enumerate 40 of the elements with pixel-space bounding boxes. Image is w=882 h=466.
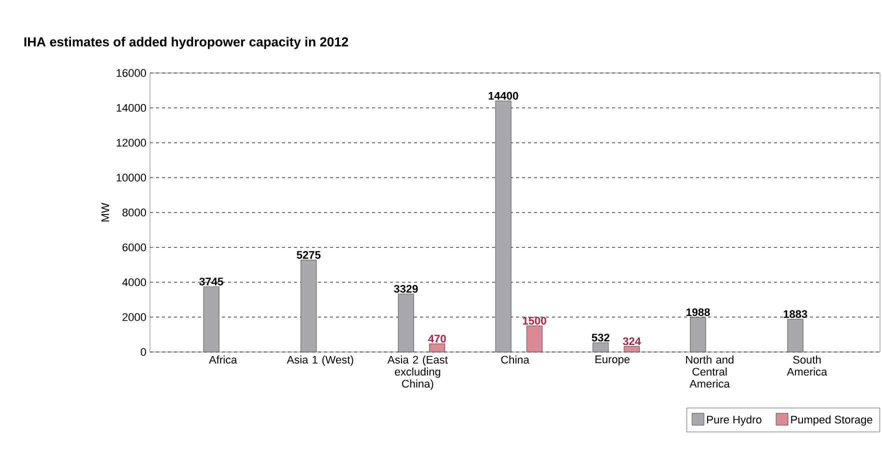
bar [429, 344, 446, 352]
data-label: 3745 [199, 278, 224, 286]
x-tick-label: Europe [596, 356, 630, 366]
bar [398, 294, 414, 352]
x-tick-label: Africa [208, 356, 238, 364]
bar [787, 318, 804, 352]
x-tick-label: Asia 1 (West) [286, 356, 354, 366]
x-tick-label: China [501, 356, 530, 364]
data-label: 470 [428, 334, 446, 343]
y-tick-label: 2000 [122, 313, 146, 322]
bar [624, 346, 640, 352]
bar [526, 326, 542, 352]
data-label: 1883 [784, 310, 808, 318]
data-label: 324 [622, 337, 641, 346]
y-tick-label: 8000 [122, 208, 146, 216]
data-label: 532 [592, 334, 610, 342]
x-tick-label: Asia 2 (East excluding China) [387, 356, 448, 390]
data-label: 14400 [488, 92, 518, 100]
bar [592, 342, 609, 352]
y-tick-label: 4000 [122, 278, 146, 286]
bar [495, 100, 512, 352]
y-tick-label: 14000 [116, 104, 146, 112]
data-label: 3329 [394, 284, 418, 293]
y-axis-title: MW [101, 202, 110, 222]
legend-label: Pumped Storage [791, 415, 872, 426]
chart-title: IHA estimates of added hydropower capacity in 2012 [24, 36, 348, 50]
data-label: 1500 [522, 316, 546, 325]
data-label: 1988 [686, 308, 710, 316]
data-label: 5275 [296, 251, 321, 259]
y-tick-label: 12000 [116, 138, 146, 147]
legend-label: Pure Hydro [707, 415, 762, 426]
y-tick-label: 6000 [122, 243, 146, 252]
y-tick-label: 16000 [116, 69, 146, 77]
y-tick-label: 10000 [116, 174, 146, 182]
bar [203, 286, 220, 352]
bar [690, 317, 706, 352]
x-tick-label: South America [786, 356, 828, 376]
y-tick-label: 0 [140, 348, 146, 356]
bar [300, 260, 317, 352]
x-tick-label: North and Central America [686, 356, 734, 388]
